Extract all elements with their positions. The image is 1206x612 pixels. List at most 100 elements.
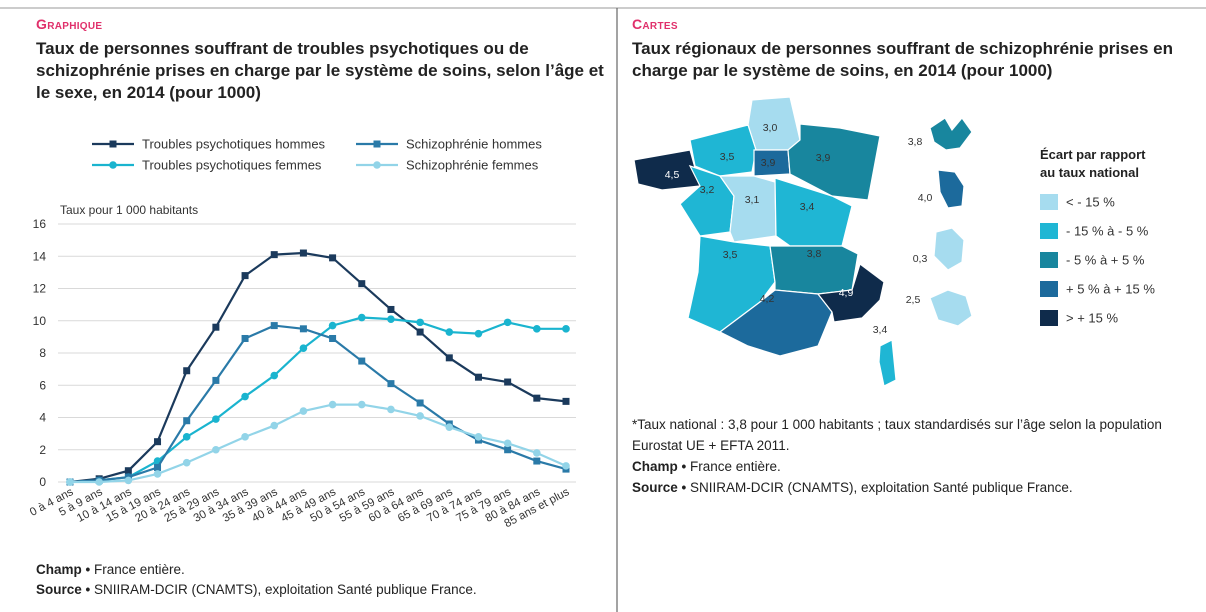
legend-label: Troubles psychotiques hommes <box>142 137 326 152</box>
marker <box>445 423 454 431</box>
region-label: 4,9 <box>839 287 854 299</box>
legend-label: + 5 % à + 15 % <box>1066 282 1155 297</box>
region <box>929 289 973 327</box>
marker <box>357 313 366 322</box>
legend-label: Schizophrénie femmes <box>406 158 539 173</box>
marker <box>183 417 191 425</box>
marker <box>504 378 512 386</box>
map-footnote: *Taux national : 3,8 pour 1 000 habitant… <box>632 417 1162 453</box>
region-label: 3,1 <box>745 194 760 206</box>
region-label: 4,0 <box>918 192 933 204</box>
map-note: Champ • France entière. <box>632 457 781 476</box>
marker <box>562 325 570 333</box>
legend-label: - 5 % à + 5 % <box>1066 253 1145 268</box>
legend-title: Écart par rapport au taux national <box>1040 147 1146 180</box>
marker <box>299 407 308 415</box>
marker <box>416 399 424 407</box>
note-label: Source • <box>632 480 687 495</box>
marker <box>357 400 366 409</box>
region-label: 2,5 <box>906 294 921 306</box>
y-tick-label: 8 <box>39 346 46 360</box>
marker <box>387 305 395 313</box>
y-tick-label: 16 <box>33 217 47 231</box>
marker <box>270 371 279 380</box>
line-chart: Taux pour 1 000 habitants02468101214160 … <box>28 137 576 530</box>
marker <box>533 457 541 465</box>
marker <box>299 344 308 352</box>
legend-swatch <box>1040 252 1058 268</box>
marker <box>241 433 249 441</box>
region-label: 3,8 <box>807 248 822 260</box>
region-label: 3,9 <box>761 157 776 169</box>
y-tick-label: 10 <box>33 314 47 328</box>
map-title: Taux régionaux de personnes souffrant de… <box>632 39 1173 80</box>
marker <box>474 373 482 381</box>
marker <box>503 439 512 448</box>
series-line <box>69 324 567 484</box>
legend-label: Troubles psychotiques femmes <box>142 158 322 173</box>
marker <box>212 323 220 331</box>
legend-swatch <box>1040 310 1058 326</box>
region-label: 3,4 <box>873 324 888 336</box>
region-label: 3,2 <box>700 184 715 196</box>
marker <box>124 467 132 475</box>
marker <box>241 334 249 342</box>
region-label: 3,8 <box>908 136 923 148</box>
region <box>937 169 965 209</box>
legend-marker <box>109 140 117 148</box>
marker <box>445 354 453 362</box>
marker <box>503 318 512 327</box>
marker <box>154 463 162 471</box>
marker <box>504 446 512 454</box>
y-tick-label: 4 <box>39 411 46 425</box>
y-tick-label: 0 <box>39 475 46 489</box>
note-label: Champ • <box>36 562 91 577</box>
marker <box>212 445 220 454</box>
marker <box>387 405 395 414</box>
legend-swatch <box>1040 281 1058 297</box>
marker <box>533 449 541 457</box>
marker <box>182 458 191 467</box>
note-text: France entière. <box>94 562 185 577</box>
region-label: 4,2 <box>760 293 775 305</box>
marker <box>562 397 570 405</box>
marker <box>533 394 541 402</box>
marker <box>270 421 279 430</box>
marker <box>270 251 278 259</box>
y-tick-label: 6 <box>39 378 46 392</box>
region-label: 4,5 <box>665 169 680 181</box>
marker <box>358 280 366 288</box>
region <box>933 227 965 271</box>
marker <box>241 272 249 280</box>
marker <box>124 476 133 485</box>
note-label: Champ • <box>632 459 687 474</box>
marker <box>416 318 424 327</box>
marker <box>445 328 454 336</box>
region <box>816 263 885 323</box>
legend-marker <box>373 140 381 148</box>
marker <box>66 478 74 486</box>
marker <box>329 334 337 342</box>
region-label: 3,5 <box>723 249 738 261</box>
chart-note: Champ • France entière. <box>36 560 185 579</box>
note-label: Source • <box>36 582 91 597</box>
legend-swatch <box>1040 194 1058 210</box>
legend-label: > + 15 % <box>1066 311 1118 326</box>
y-tick-label: 14 <box>33 249 47 263</box>
chart-title: Taux de personnes souffrant de troubles … <box>36 39 604 102</box>
marker <box>182 433 191 441</box>
marker <box>212 376 220 384</box>
chart-note: Source • SNIIRAM-DCIR (CNAMTS), exploita… <box>36 580 477 599</box>
legend-label: < - 15 % <box>1066 195 1115 210</box>
marker <box>358 357 366 365</box>
marker <box>154 438 162 446</box>
marker <box>299 325 307 333</box>
marker <box>387 380 395 388</box>
marker <box>183 367 191 375</box>
region-label: 3,5 <box>720 151 735 163</box>
region-label: 0,3 <box>913 253 928 265</box>
region <box>633 149 701 191</box>
y-tick-label: 2 <box>39 443 46 457</box>
